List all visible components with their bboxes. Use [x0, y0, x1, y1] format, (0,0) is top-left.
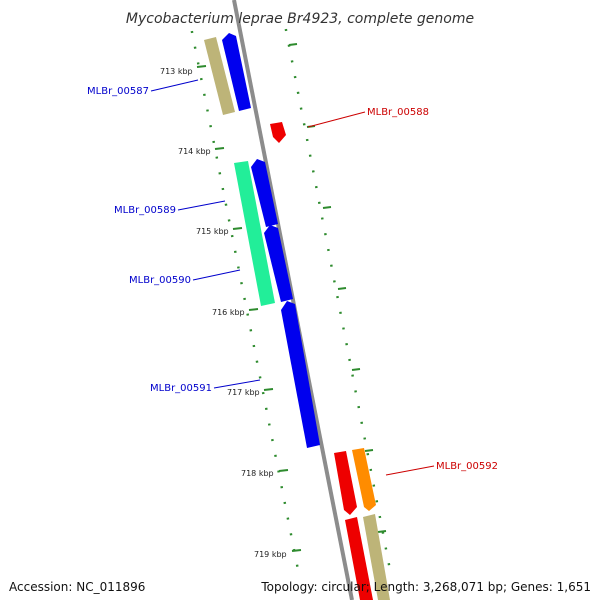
kbp-label-717: 717 kbp: [227, 388, 260, 397]
gene-feature-blue[interactable]: [281, 301, 320, 448]
gene-feature-red[interactable]: [334, 451, 357, 515]
gene-leader-line: [150, 79, 199, 92]
major-tick-714: [214, 147, 225, 150]
gene-leader-line: [385, 465, 435, 476]
kbp-label-713: 713 kbp: [160, 67, 193, 76]
gene-feature-blue[interactable]: [264, 225, 293, 302]
right-tick-track: [284, 28, 391, 566]
gene-leader-line: [192, 269, 241, 281]
gene-label-mlbr-00589[interactable]: MLBr_00589: [114, 205, 176, 216]
gene-leader-line: [307, 111, 366, 128]
major-tick-713: [196, 65, 207, 68]
kbp-label-719: 719 kbp: [254, 550, 287, 559]
right-major-tick: [322, 206, 332, 209]
major-tick-715: [232, 227, 243, 230]
gene-feature-khaki[interactable]: [204, 37, 235, 115]
major-tick-719: [291, 549, 302, 552]
map-title: Mycobacterium leprae Br4923, complete ge…: [126, 11, 474, 27]
gene-feature-red[interactable]: [345, 517, 373, 600]
right-major-tick: [337, 287, 347, 290]
right-major-tick: [364, 449, 374, 452]
major-tick-716: [248, 308, 259, 311]
genome-backbone: [232, 0, 354, 600]
gene-leader-line: [213, 379, 261, 389]
accession-text: Accession: NC_011896: [9, 580, 146, 594]
gene-feature-orange[interactable]: [352, 448, 376, 511]
gene-feature-green[interactable]: [234, 161, 275, 306]
gene-label-mlbr-00587[interactable]: MLBr_00587: [87, 86, 149, 97]
right-major-tick: [288, 43, 298, 46]
gene-feature-khaki[interactable]: [363, 514, 390, 600]
right-major-tick: [377, 530, 387, 533]
genome-stats-text: Topology: circular; Length: 3,268,071 bp…: [261, 580, 591, 594]
kbp-label-718: 718 kbp: [241, 469, 274, 478]
major-tick-718: [278, 469, 289, 472]
kbp-label-715: 715 kbp: [196, 227, 229, 236]
gene-feature-red[interactable]: [270, 122, 286, 143]
major-tick-717: [263, 388, 274, 391]
gene-label-mlbr-00591[interactable]: MLBr_00591: [150, 383, 212, 394]
kbp-label-714: 714 kbp: [178, 147, 211, 156]
gene-feature-blue[interactable]: [251, 159, 278, 227]
gene-label-mlbr-00588[interactable]: MLBr_00588: [367, 107, 429, 118]
gene-leader-line: [177, 200, 226, 211]
gene-label-mlbr-00592[interactable]: MLBr_00592: [436, 461, 498, 472]
gene-feature-blue[interactable]: [222, 33, 251, 111]
gene-label-mlbr-00590[interactable]: MLBr_00590: [129, 275, 191, 286]
kbp-label-716: 716 kbp: [212, 308, 245, 317]
right-major-tick: [351, 368, 361, 371]
